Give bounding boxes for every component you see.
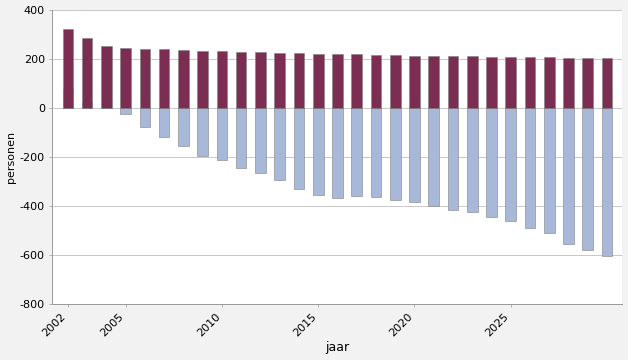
Y-axis label: personen: personen	[6, 131, 16, 183]
Bar	[352, 108, 362, 196]
Bar	[294, 108, 304, 189]
Bar	[294, 53, 304, 108]
Bar	[217, 108, 227, 161]
Bar	[390, 55, 401, 108]
Bar	[352, 54, 362, 108]
Bar	[583, 108, 593, 250]
Bar	[409, 108, 420, 202]
Bar	[602, 58, 612, 108]
Bar	[197, 50, 208, 108]
Bar	[217, 51, 227, 108]
Bar	[82, 38, 92, 108]
Bar	[467, 57, 477, 108]
Bar	[313, 54, 323, 108]
Bar	[486, 108, 497, 217]
Bar	[255, 108, 266, 173]
Bar	[139, 49, 150, 108]
Bar	[602, 108, 612, 256]
Bar	[409, 56, 420, 108]
Bar	[428, 56, 439, 108]
Bar	[544, 57, 555, 108]
X-axis label: jaar: jaar	[325, 341, 350, 355]
Bar	[274, 53, 285, 108]
Bar	[236, 52, 246, 108]
Bar	[448, 108, 458, 210]
Bar	[63, 29, 73, 108]
Bar	[274, 108, 285, 180]
Bar	[121, 48, 131, 108]
Bar	[159, 49, 170, 108]
Bar	[255, 53, 266, 108]
Bar	[390, 108, 401, 200]
Bar	[486, 57, 497, 108]
Bar	[159, 108, 170, 137]
Bar	[313, 108, 323, 195]
Bar	[583, 58, 593, 108]
Bar	[236, 108, 246, 168]
Bar	[428, 108, 439, 206]
Bar	[544, 108, 555, 233]
Bar	[82, 102, 92, 108]
Bar	[371, 55, 381, 108]
Bar	[332, 54, 343, 108]
Bar	[525, 57, 535, 108]
Bar	[525, 108, 535, 228]
Bar	[506, 57, 516, 108]
Bar	[467, 108, 477, 212]
Bar	[563, 58, 574, 108]
Bar	[101, 46, 112, 108]
Bar	[197, 108, 208, 156]
Bar	[506, 108, 516, 221]
Bar	[63, 89, 73, 108]
Bar	[563, 108, 574, 244]
Bar	[448, 56, 458, 108]
Bar	[178, 50, 189, 108]
Bar	[178, 108, 189, 146]
Bar	[121, 108, 131, 114]
Bar	[371, 108, 381, 197]
Bar	[139, 108, 150, 127]
Bar	[332, 108, 343, 198]
